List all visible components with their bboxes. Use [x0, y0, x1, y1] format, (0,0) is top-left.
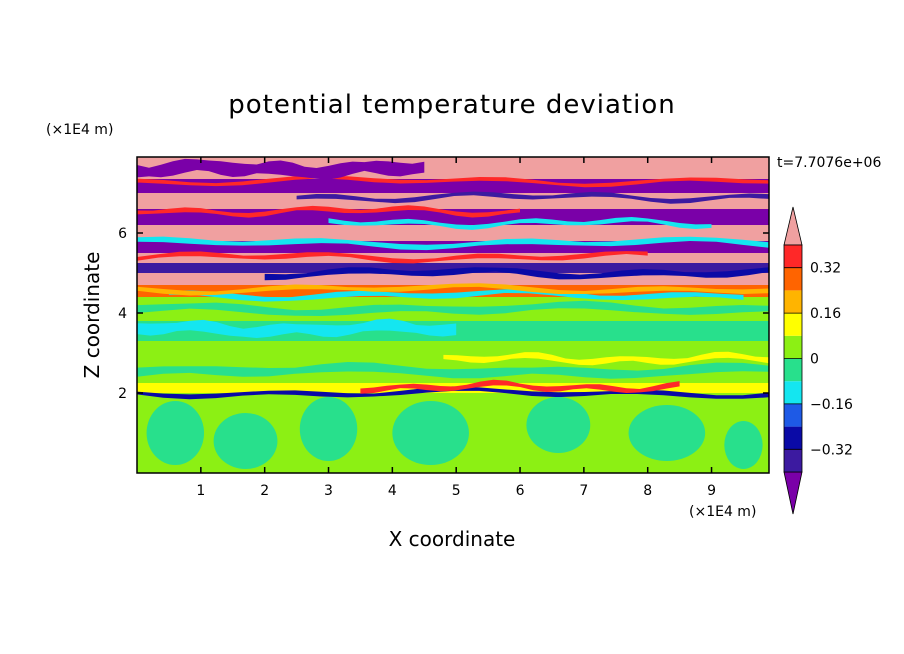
streak-13: [296, 191, 769, 204]
colorbar-swatch-4: [784, 358, 802, 382]
y-tick-label-2: 2: [118, 386, 127, 402]
band-13: [137, 179, 769, 193]
colorbar-extend-high: [783, 206, 803, 246]
colorbar-tick-label-4: −0.32: [810, 442, 853, 458]
blob-2: [299, 397, 358, 461]
colorbar-swatch-2: [784, 403, 802, 427]
blob-5: [628, 405, 706, 461]
x-tick-label-6: 6: [516, 483, 525, 499]
x-tick-label-7: 7: [579, 483, 588, 499]
streak-5: [137, 300, 769, 316]
x-tick-label-1: 1: [196, 483, 205, 499]
streak-15: [137, 158, 425, 180]
x-tick-label-5: 5: [452, 483, 461, 499]
x-tick-label-8: 8: [643, 483, 652, 499]
x-axis: 1 2 3 4 5 6 7 8 9: [196, 157, 716, 499]
colorbar-swatch-8: [784, 267, 802, 291]
y-unit-label: (×1E4 m): [46, 122, 113, 138]
colorbar-tick-label-3: −0.16: [810, 397, 853, 413]
time-label: t=7.7076e+06: [777, 155, 881, 171]
colorbar-swatch-9: [784, 245, 802, 268]
streak-7: [137, 283, 769, 296]
streak-4: [137, 318, 457, 338]
x-axis-title: X coordinate: [389, 527, 516, 551]
band-7: [137, 263, 769, 273]
y-tick-label-6: 6: [118, 226, 127, 242]
colorbar-tick-label-1: 0.16: [810, 306, 841, 322]
blob-6: [724, 421, 763, 469]
colorbar-swatch-1: [784, 426, 802, 450]
plot-field: [137, 157, 769, 473]
band-10: [137, 225, 769, 241]
x-tick-label-3: 3: [324, 483, 333, 499]
streak-12: [137, 205, 520, 218]
streak-8: [264, 267, 769, 281]
streak-layer: [137, 158, 769, 400]
colorbar-tick-label-0: 0.32: [810, 261, 841, 277]
chart-title: potential temperature deviation: [228, 90, 675, 120]
colorbar-swatch-5: [784, 335, 802, 359]
streak-9: [137, 251, 648, 264]
band-12: [137, 193, 769, 209]
colorbar-swatch-0: [784, 449, 802, 472]
plot-frame: [136, 156, 770, 474]
blob-1: [213, 413, 278, 469]
streak-10: [137, 236, 769, 251]
colorbar-extend-low: [783, 471, 803, 515]
streak-1: [360, 379, 680, 394]
streak-6: [168, 288, 744, 302]
colorbar-swatch-3: [784, 381, 802, 404]
x-unit-label: (×1E4 m): [689, 504, 756, 520]
streak-14: [137, 175, 769, 188]
streak-11: [328, 217, 712, 230]
y-axis: 2 4 6: [118, 226, 769, 402]
x-tick-label-2: 2: [260, 483, 269, 499]
x-tick-label-4: 4: [388, 483, 397, 499]
colorbar: 0.32 0.16 0 −0.16 −0.32: [783, 206, 853, 515]
streak-2: [137, 362, 769, 379]
y-tick-label-4: 4: [118, 306, 127, 322]
colorbar-swatch-7: [784, 290, 802, 314]
streak-3: [443, 351, 769, 366]
colorbar-tick-label-2: 0: [810, 352, 819, 368]
blob-layer: [146, 397, 763, 469]
blob-0: [146, 401, 205, 465]
colorbar-swatch-6: [784, 313, 802, 336]
y-axis-title: Z coordinate: [80, 252, 104, 379]
x-tick-label-9: 9: [707, 483, 716, 499]
blob-3: [392, 401, 469, 465]
blob-4: [526, 397, 591, 453]
